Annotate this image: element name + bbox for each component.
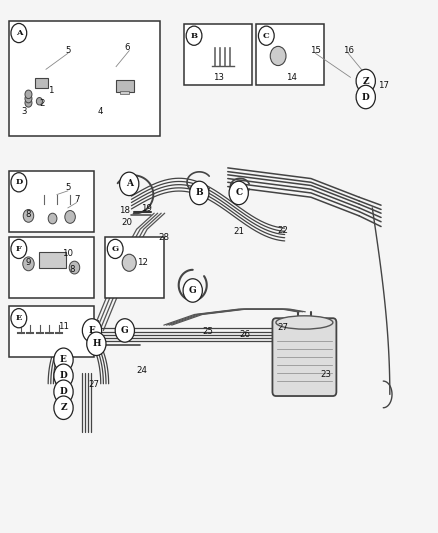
Bar — [9, 306, 94, 357]
Bar — [105, 237, 164, 298]
Circle shape — [36, 98, 42, 105]
Text: B: B — [191, 31, 198, 40]
Text: A: A — [16, 29, 22, 37]
Circle shape — [69, 261, 80, 274]
Text: 12: 12 — [137, 258, 148, 266]
Text: 2: 2 — [39, 100, 44, 108]
Text: 28: 28 — [159, 233, 170, 241]
Text: 7: 7 — [74, 196, 79, 204]
Text: C: C — [263, 31, 270, 40]
Circle shape — [270, 46, 286, 66]
Circle shape — [23, 209, 34, 222]
Circle shape — [11, 173, 27, 192]
Text: 22: 22 — [277, 226, 288, 235]
Text: 17: 17 — [378, 81, 389, 90]
Text: 14: 14 — [286, 73, 297, 82]
Text: 10: 10 — [62, 249, 74, 257]
Bar — [39, 252, 66, 268]
Text: 23: 23 — [321, 370, 332, 378]
Text: G: G — [189, 286, 197, 295]
Circle shape — [120, 172, 139, 196]
Circle shape — [11, 239, 27, 259]
Circle shape — [122, 254, 136, 271]
Circle shape — [11, 309, 27, 328]
Text: 5: 5 — [65, 46, 71, 55]
Text: D: D — [15, 178, 22, 187]
Text: G: G — [121, 326, 129, 335]
Text: 21: 21 — [233, 228, 244, 236]
Bar — [35, 78, 48, 88]
Text: B: B — [195, 189, 203, 197]
Bar — [116, 80, 134, 92]
Text: 24: 24 — [137, 366, 148, 375]
Bar — [9, 171, 94, 232]
Circle shape — [356, 85, 375, 109]
Ellipse shape — [276, 316, 333, 329]
Text: 20: 20 — [121, 219, 133, 227]
Circle shape — [23, 257, 34, 271]
Bar — [256, 24, 324, 85]
Text: 16: 16 — [343, 46, 354, 55]
Circle shape — [82, 319, 102, 342]
Text: 3: 3 — [21, 108, 27, 116]
Text: D: D — [60, 372, 67, 380]
Circle shape — [54, 380, 73, 403]
Text: 18: 18 — [119, 206, 131, 215]
Text: Z: Z — [60, 403, 67, 412]
Text: 6: 6 — [124, 44, 130, 52]
Text: 9: 9 — [26, 258, 31, 266]
Text: D: D — [362, 93, 370, 101]
Bar — [184, 24, 252, 85]
Text: E: E — [16, 314, 22, 322]
Text: E: E — [60, 356, 67, 364]
Text: H: H — [92, 340, 101, 348]
Text: 8: 8 — [26, 210, 31, 219]
Text: 1: 1 — [48, 86, 53, 95]
Text: A: A — [126, 180, 133, 188]
Circle shape — [11, 23, 27, 43]
Text: D: D — [60, 387, 67, 396]
Circle shape — [115, 319, 134, 342]
Circle shape — [65, 211, 75, 223]
Bar — [9, 21, 160, 136]
Circle shape — [229, 181, 248, 205]
Circle shape — [25, 90, 32, 99]
Text: 19: 19 — [141, 205, 152, 213]
Text: G: G — [112, 245, 119, 253]
Circle shape — [54, 348, 73, 372]
Text: 27: 27 — [88, 381, 100, 389]
Circle shape — [25, 99, 32, 107]
Circle shape — [107, 239, 123, 259]
Circle shape — [183, 279, 202, 302]
Text: 25: 25 — [202, 327, 214, 336]
Text: C: C — [235, 189, 242, 197]
Circle shape — [186, 26, 202, 45]
Text: 8: 8 — [70, 265, 75, 273]
Circle shape — [190, 181, 209, 205]
Bar — [9, 237, 94, 298]
Text: Z: Z — [362, 77, 369, 85]
Circle shape — [25, 94, 32, 103]
Circle shape — [54, 396, 73, 419]
Circle shape — [258, 26, 274, 45]
Text: 13: 13 — [213, 73, 225, 82]
FancyBboxPatch shape — [272, 318, 336, 396]
Text: 5: 5 — [65, 183, 71, 192]
Text: 4: 4 — [98, 108, 103, 116]
Text: 26: 26 — [239, 330, 250, 339]
Text: 27: 27 — [277, 324, 288, 332]
Circle shape — [48, 213, 57, 224]
Text: 15: 15 — [310, 46, 321, 55]
Bar — [120, 91, 129, 94]
Circle shape — [356, 69, 375, 93]
Text: 11: 11 — [58, 322, 69, 330]
Circle shape — [54, 364, 73, 387]
Circle shape — [87, 332, 106, 356]
Text: F: F — [16, 245, 22, 253]
Text: F: F — [89, 326, 95, 335]
